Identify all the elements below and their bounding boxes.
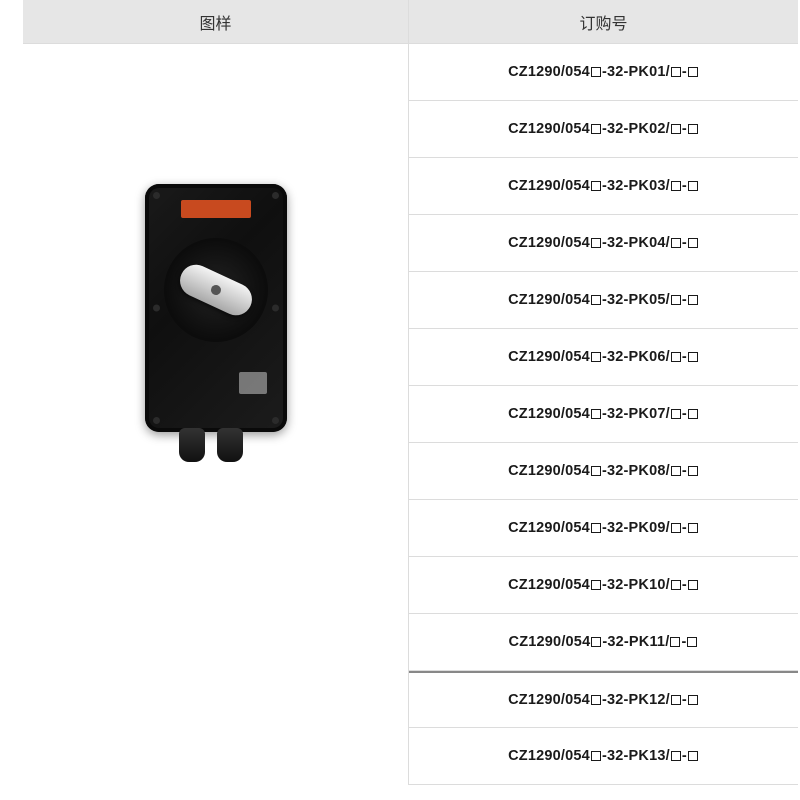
placeholder-box-icon xyxy=(688,352,698,362)
placeholder-box-icon xyxy=(688,67,698,77)
code-row: CZ1290/054-32-PK10/- xyxy=(409,557,798,614)
screw-icon xyxy=(153,192,160,199)
warning-label xyxy=(181,200,251,218)
order-code: CZ1290/054-32-PK10/- xyxy=(508,577,699,593)
rotary-plate xyxy=(164,238,268,342)
info-label xyxy=(239,372,267,394)
code-row: CZ1290/054-32-PK07/- xyxy=(409,386,798,443)
placeholder-box-icon xyxy=(670,637,680,647)
order-code: CZ1290/054-32-PK09/- xyxy=(508,520,699,536)
code-row: CZ1290/054-32-PK03/- xyxy=(409,158,798,215)
order-code: CZ1290/054-32-PK05/- xyxy=(508,292,699,308)
code-row: CZ1290/054-32-PK05/- xyxy=(409,272,798,329)
order-code: CZ1290/054-32-PK11/- xyxy=(509,634,699,650)
placeholder-box-icon xyxy=(591,409,601,419)
product-image-cell xyxy=(23,44,408,785)
code-row: CZ1290/054-32-PK11/- xyxy=(409,614,798,671)
order-code: CZ1290/054-32-PK03/- xyxy=(508,178,699,194)
order-code: CZ1290/054-32-PK13/- xyxy=(508,748,699,764)
col-order-codes: 订购号 CZ1290/054-32-PK01/-CZ1290/054-32-PK… xyxy=(408,0,798,785)
placeholder-box-icon xyxy=(671,466,681,476)
placeholder-box-icon xyxy=(671,295,681,305)
code-row: CZ1290/054-32-PK04/- xyxy=(409,215,798,272)
screw-icon xyxy=(153,305,160,312)
placeholder-box-icon xyxy=(688,181,698,191)
placeholder-box-icon xyxy=(591,352,601,362)
placeholder-box-icon xyxy=(688,295,698,305)
order-code: CZ1290/054-32-PK06/- xyxy=(508,349,699,365)
placeholder-box-icon xyxy=(688,124,698,134)
screw-icon xyxy=(272,417,279,424)
placeholder-box-icon xyxy=(671,67,681,77)
placeholder-box-icon xyxy=(591,523,601,533)
code-row: CZ1290/054-32-PK06/- xyxy=(409,329,798,386)
cable-gland xyxy=(217,428,243,462)
code-row: CZ1290/054-32-PK09/- xyxy=(409,500,798,557)
header-code: 订购号 xyxy=(409,0,798,44)
code-row: CZ1290/054-32-PK08/- xyxy=(409,443,798,500)
placeholder-box-icon xyxy=(591,295,601,305)
code-row: CZ1290/054-32-PK12/- xyxy=(409,671,798,728)
placeholder-box-icon xyxy=(591,580,601,590)
placeholder-box-icon xyxy=(591,466,601,476)
order-code: CZ1290/054-32-PK02/- xyxy=(508,121,699,137)
placeholder-box-icon xyxy=(591,695,601,705)
placeholder-box-icon xyxy=(591,124,601,134)
placeholder-box-icon xyxy=(687,637,697,647)
spec-table: 图样 订购号 xyxy=(23,0,798,785)
product-illustration xyxy=(135,184,297,474)
cable-gland xyxy=(179,428,205,462)
enclosure-body xyxy=(145,184,287,432)
placeholder-box-icon xyxy=(591,238,601,248)
placeholder-box-icon xyxy=(671,181,681,191)
placeholder-box-icon xyxy=(671,523,681,533)
screw-icon xyxy=(153,417,160,424)
code-row: CZ1290/054-32-PK02/- xyxy=(409,101,798,158)
rotary-knob xyxy=(174,259,256,320)
order-code: CZ1290/054-32-PK12/- xyxy=(508,692,699,708)
placeholder-box-icon xyxy=(591,637,601,647)
codes-list: CZ1290/054-32-PK01/- CZ1290/054-32-PK02/-… xyxy=(409,44,798,785)
screw-icon xyxy=(272,192,279,199)
placeholder-box-icon xyxy=(671,409,681,419)
order-code: CZ1290/054-32-PK04/- xyxy=(508,235,699,251)
placeholder-box-icon xyxy=(671,580,681,590)
placeholder-box-icon xyxy=(591,67,601,77)
code-row: CZ1290/054-32-PK13/- xyxy=(409,728,798,785)
screw-icon xyxy=(272,305,279,312)
order-code: CZ1290/054-32-PK08/- xyxy=(508,463,699,479)
header-image: 图样 xyxy=(23,0,408,44)
placeholder-box-icon xyxy=(688,466,698,476)
placeholder-box-icon xyxy=(688,580,698,590)
placeholder-box-icon xyxy=(688,751,698,761)
code-row: CZ1290/054-32-PK01/- xyxy=(409,44,798,101)
placeholder-box-icon xyxy=(591,181,601,191)
placeholder-box-icon xyxy=(688,238,698,248)
col-image: 图样 xyxy=(23,0,408,785)
placeholder-box-icon xyxy=(671,352,681,362)
placeholder-box-icon xyxy=(688,523,698,533)
placeholder-box-icon xyxy=(671,238,681,248)
placeholder-box-icon xyxy=(671,751,681,761)
placeholder-box-icon xyxy=(688,695,698,705)
placeholder-box-icon xyxy=(671,124,681,134)
placeholder-box-icon xyxy=(671,695,681,705)
order-code: CZ1290/054-32-PK01/- xyxy=(508,64,699,80)
placeholder-box-icon xyxy=(688,409,698,419)
order-code: CZ1290/054-32-PK07/- xyxy=(508,406,699,422)
placeholder-box-icon xyxy=(591,751,601,761)
